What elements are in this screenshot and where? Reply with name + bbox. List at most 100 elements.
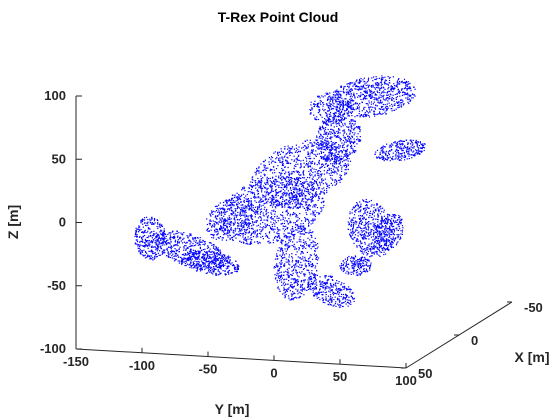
cloud-point (170, 232, 172, 234)
cloud-point (356, 103, 358, 105)
cloud-point (345, 94, 347, 96)
cloud-point (205, 257, 208, 259)
cloud-point (375, 84, 377, 86)
cloud-point (242, 227, 244, 229)
cloud-point (288, 297, 290, 299)
cloud-point (327, 158, 329, 161)
cloud-point (140, 240, 142, 242)
cloud-point (199, 241, 201, 243)
cloud-point (285, 250, 287, 252)
cloud-point (197, 244, 199, 246)
cloud-point (251, 218, 254, 220)
cloud-point (273, 231, 275, 233)
cloud-point (247, 219, 250, 221)
cloud-point (243, 225, 245, 227)
cloud-point (269, 177, 271, 179)
cloud-point (177, 260, 179, 262)
cloud-point (329, 103, 331, 105)
cloud-point (373, 110, 375, 113)
cloud-point (398, 80, 401, 83)
cloud-point (293, 191, 295, 193)
cloud-point (330, 123, 332, 125)
cloud-point (298, 218, 301, 220)
cloud-point (312, 220, 314, 222)
cloud-point (252, 192, 254, 194)
cloud-point (383, 94, 385, 96)
cloud-point (383, 90, 385, 92)
cloud-point (347, 164, 350, 166)
cloud-point (259, 229, 261, 231)
cloud-point (346, 83, 348, 85)
cloud-point (356, 106, 358, 108)
cloud-point (394, 104, 396, 106)
cloud-point (327, 143, 329, 145)
cloud-point (330, 149, 332, 152)
cloud-point (389, 105, 391, 107)
cloud-point (333, 106, 335, 108)
z-tick-label: -100 (40, 341, 66, 356)
cloud-point (406, 151, 408, 153)
cloud-point (359, 87, 361, 89)
cloud-point (220, 259, 222, 261)
cloud-point (357, 82, 359, 84)
cloud-point (260, 171, 262, 173)
cloud-point (306, 269, 308, 271)
cloud-point (322, 128, 324, 130)
cloud-point (214, 259, 216, 262)
cloud-point (239, 197, 241, 199)
cloud-point (159, 242, 161, 244)
cloud-point (315, 154, 317, 156)
cloud-point (336, 98, 338, 100)
cloud-point (239, 240, 241, 242)
cloud-point (214, 254, 216, 257)
cloud-point (234, 213, 236, 215)
cloud-point (199, 252, 201, 254)
cloud-point (224, 270, 226, 272)
cloud-point (156, 250, 158, 252)
cloud-point (171, 252, 173, 254)
cloud-point (168, 254, 170, 256)
cloud-point (216, 205, 218, 207)
cloud-point (213, 225, 215, 228)
cloud-point (396, 146, 398, 148)
cloud-point (402, 92, 404, 94)
cloud-point (277, 233, 279, 235)
cloud-point (336, 158, 338, 160)
cloud-point (202, 253, 204, 255)
cloud-point (310, 112, 312, 115)
cloud-point (369, 110, 371, 112)
cloud-point (302, 159, 304, 161)
cloud-point (141, 250, 143, 252)
cloud-point (267, 194, 269, 196)
cloud-point (219, 251, 221, 253)
cloud-point (209, 256, 211, 258)
cloud-point (162, 252, 164, 254)
cloud-point (277, 192, 279, 194)
cloud-point (137, 247, 139, 249)
cloud-point (338, 100, 340, 102)
cloud-point (404, 93, 406, 95)
cloud-point (195, 258, 197, 260)
cloud-point (289, 183, 291, 185)
cloud-point (271, 226, 274, 228)
cloud-point (248, 222, 250, 224)
cloud-point (181, 263, 183, 265)
cloud-point (326, 172, 328, 174)
cloud-point (321, 209, 323, 211)
cloud-point (214, 224, 216, 226)
cloud-point (196, 237, 198, 239)
cloud-point (307, 207, 309, 209)
cloud-point (305, 219, 307, 221)
cloud-point (192, 245, 194, 247)
cloud-point (355, 108, 357, 110)
cloud-point (151, 246, 153, 248)
cloud-point (350, 104, 352, 106)
cloud-point (290, 152, 292, 154)
cloud-point (173, 244, 175, 246)
cloud-point (234, 222, 236, 224)
cloud-point (280, 174, 282, 176)
cloud-point (312, 206, 314, 208)
cloud-point (239, 222, 241, 224)
cloud-point (319, 212, 321, 214)
cloud-point (387, 76, 389, 78)
